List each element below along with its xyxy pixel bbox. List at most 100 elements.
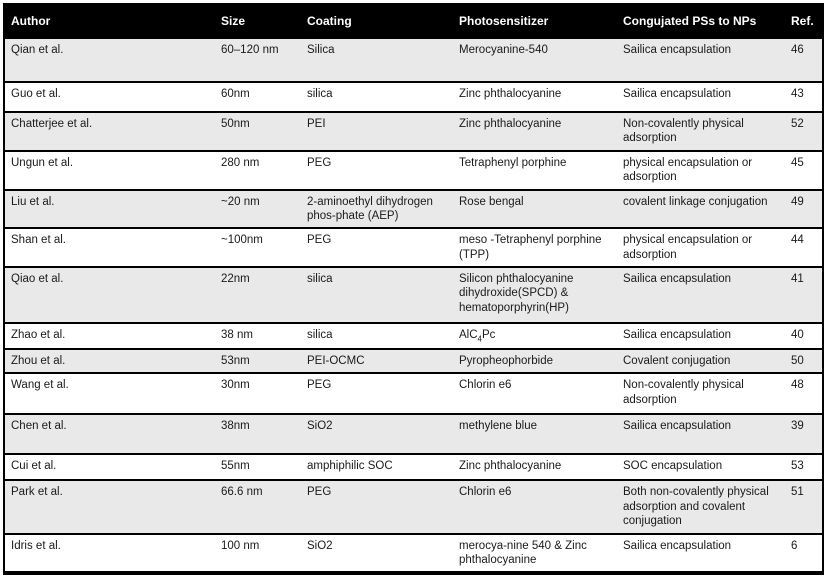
coating-cell: Silica <box>301 37 453 82</box>
coating-cell: PEI <box>301 111 453 151</box>
table-row: Chatterjee et al. 50nm PEI Zinc phthaloc… <box>4 111 823 151</box>
ref-cell: 6 <box>785 532 823 574</box>
coating-cell: PEG <box>301 227 453 267</box>
coating-cell: SiO2 <box>301 532 453 574</box>
conjugation-cell: Sailica encapsulation <box>617 81 785 112</box>
photosensitizer-cell: Zinc phthalocyanine <box>453 111 617 151</box>
table-header-row: Author Size Coating Photosensitizer Cong… <box>4 4 823 38</box>
conjugation-cell: Sailica encapsulation <box>617 322 785 349</box>
coating-cell: silica <box>301 266 453 323</box>
table-row: Shan et al. ~100nm PEG meso -Tetraphenyl… <box>4 227 823 267</box>
size-cell: 38nm <box>215 413 301 455</box>
size-cell: 100 nm <box>215 532 301 574</box>
photosensitizer-cell: Chlorin e6 <box>453 479 617 534</box>
photosensitizer-cell: meso -Tetraphenyl porphine (TPP) <box>453 227 617 267</box>
ref-cell: 48 <box>785 372 823 415</box>
ref-cell: 45 <box>785 149 823 190</box>
coating-cell: silica <box>301 322 453 349</box>
table-row: Idris et al. 100 nm SiO2 merocya-nine 54… <box>4 532 823 574</box>
author-cell: Shan et al. <box>4 227 215 267</box>
ref-cell: 46 <box>785 37 823 82</box>
table-row: Wang et al. 30nm PEG Chlorin e6 Non-cova… <box>4 372 823 415</box>
table-row: Zhao et al. 38 nm silica AlC4Pc Sailica … <box>4 322 823 349</box>
photosensitizer-cell: Silicon phthalocyanine dihydroxide(SPCD)… <box>453 266 617 323</box>
photosensitizer-cell: Merocyanine-540 <box>453 37 617 82</box>
ref-cell: 39 <box>785 413 823 455</box>
column-header-conjugation: Congujated PSs to NPs <box>617 4 785 38</box>
coating-cell: PEG <box>301 372 453 415</box>
author-cell: Chatterjee et al. <box>4 111 215 151</box>
ref-cell: 40 <box>785 322 823 349</box>
coating-cell: silica <box>301 81 453 112</box>
photosensitizer-cell: merocya-nine 540 & Zinc phthalocyanine <box>453 532 617 574</box>
size-cell: 38 nm <box>215 322 301 349</box>
author-cell: Liu et al. <box>4 188 215 229</box>
ref-cell: 53 <box>785 453 823 481</box>
size-cell: 60nm <box>215 81 301 112</box>
table-row: Chen et al. 38nm SiO2 methylene blue Sai… <box>4 413 823 455</box>
author-cell: Cui et al. <box>4 453 215 481</box>
conjugation-cell: Sailica encapsulation <box>617 413 785 455</box>
author-cell: Guo et al. <box>4 81 215 112</box>
size-cell: 22nm <box>215 266 301 323</box>
photosensitizer-cell: Zinc phthalocyanine <box>453 81 617 112</box>
photosensitizer-nanoparticle-table: Author Size Coating Photosensitizer Cong… <box>3 3 824 576</box>
conjugation-cell: Sailica encapsulation <box>617 532 785 574</box>
photosensitizer-cell: methylene blue <box>453 413 617 455</box>
conjugation-cell: covalent linkage conjugation <box>617 188 785 229</box>
coating-cell: 2-aminoethyl dihydrogen phos-phate (AEP) <box>301 188 453 229</box>
author-cell: Zhou et al. <box>4 347 215 374</box>
size-cell: 30nm <box>215 372 301 415</box>
ref-cell: 43 <box>785 81 823 112</box>
coating-cell: PEG <box>301 479 453 534</box>
size-cell: 60–120 nm <box>215 37 301 82</box>
author-cell: Qian et al. <box>4 37 215 82</box>
conjugation-cell: Sailica encapsulation <box>617 266 785 323</box>
photosensitizer-cell: Pyropheophorbide <box>453 347 617 374</box>
size-cell: 66.6 nm <box>215 479 301 534</box>
column-header-coating: Coating <box>301 4 453 38</box>
conjugation-cell: physical encapsulation or adsorption <box>617 149 785 190</box>
conjugation-cell: physical encapsulation or adsorption <box>617 227 785 267</box>
photosensitizer-cell: Chlorin e6 <box>453 372 617 415</box>
conjugation-cell: SOC encapsulation <box>617 453 785 481</box>
conjugation-cell: Non-covalently physical adsorption <box>617 372 785 415</box>
formula-suffix: Pc <box>481 329 496 341</box>
ref-cell: 41 <box>785 266 823 323</box>
ref-cell: 50 <box>785 347 823 374</box>
author-cell: Ungun et al. <box>4 149 215 190</box>
column-header-photosensitizer: Photosensitizer <box>453 4 617 38</box>
photosensitizer-cell: Zinc phthalocyanine <box>453 453 617 481</box>
conjugation-cell: Covalent conjugation <box>617 347 785 374</box>
formula-prefix: AlC <box>459 329 478 341</box>
ref-cell: 52 <box>785 111 823 151</box>
coating-cell: amphiphilic SOC <box>301 453 453 481</box>
table-row: Qian et al. 60–120 nm Silica Merocyanine… <box>4 37 823 82</box>
table-row: Zhou et al. 53nm PEI-OCMC Pyropheophorbi… <box>4 347 823 374</box>
size-cell: 50nm <box>215 111 301 151</box>
table-row: Guo et al. 60nm silica Zinc phthalocyani… <box>4 81 823 112</box>
author-cell: Idris et al. <box>4 532 215 574</box>
column-header-author: Author <box>4 4 215 38</box>
ref-cell: 49 <box>785 188 823 229</box>
table-row: Liu et al. ~20 nm 2-aminoethyl dihydroge… <box>4 188 823 229</box>
conjugation-cell: Sailica encapsulation <box>617 37 785 82</box>
coating-cell: PEI-OCMC <box>301 347 453 374</box>
conjugation-cell: Non-covalently physical adsorption <box>617 111 785 151</box>
column-header-ref: Ref. <box>785 4 823 38</box>
size-cell: ~20 nm <box>215 188 301 229</box>
coating-cell: SiO2 <box>301 413 453 455</box>
author-cell: Wang et al. <box>4 372 215 415</box>
photosensitizer-cell: Rose bengal <box>453 188 617 229</box>
table-row: Cui et al. 55nm amphiphilic SOC Zinc pht… <box>4 453 823 481</box>
coating-cell: PEG <box>301 149 453 190</box>
formula-subscript: 4 <box>477 334 482 344</box>
conjugation-cell: Both non-covalently physical adsorption … <box>617 479 785 534</box>
size-cell: ~100nm <box>215 227 301 267</box>
ref-cell: 51 <box>785 479 823 534</box>
table-row: Qiao et al. 22nm silica Silicon phthaloc… <box>4 266 823 323</box>
author-cell: Zhao et al. <box>4 322 215 349</box>
ref-cell: 44 <box>785 227 823 267</box>
table-row: Ungun et al. 280 nm PEG Tetraphenyl porp… <box>4 149 823 190</box>
